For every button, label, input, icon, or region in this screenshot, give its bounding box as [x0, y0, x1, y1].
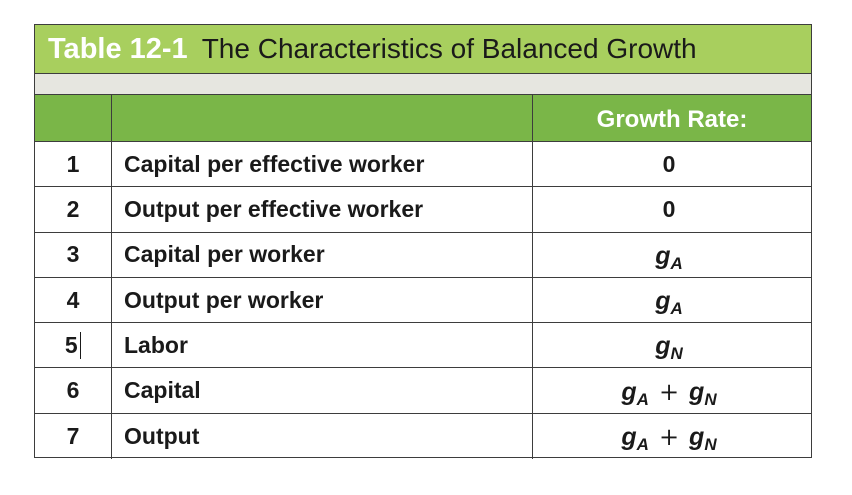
row-label: Output per effective worker	[112, 187, 533, 232]
row-number: 2	[35, 187, 112, 232]
header-number-cell	[35, 95, 112, 141]
row-growth-rate: 0	[662, 195, 676, 222]
table-row: 3 Capital per worker gA	[35, 232, 811, 278]
rate-expression: gN	[655, 326, 683, 364]
row-number: 5	[35, 323, 112, 368]
rate-subscript: A	[670, 253, 683, 273]
rate-subscript: N	[670, 344, 683, 364]
table-row: 6 Capital gA + gN	[35, 368, 811, 414]
rate-expression: gA	[655, 281, 683, 319]
balanced-growth-table: Table 12-1 The Characteristics of Balanc…	[34, 24, 812, 460]
rate-subscript: N	[704, 435, 717, 455]
rate-subscript: A	[670, 299, 683, 319]
header-label-cell	[112, 95, 533, 141]
plus-sign: +	[658, 377, 680, 406]
rate-symbol: g	[689, 423, 705, 452]
row-growth-rate: gA + gN	[533, 414, 811, 459]
row-label: Capital	[112, 368, 533, 413]
row-number: 1	[35, 142, 112, 187]
row-label: Output	[112, 413, 533, 460]
rate-subscript: A	[636, 435, 649, 455]
plus-sign: +	[658, 423, 680, 452]
rate-symbol: g	[621, 377, 637, 406]
rate-symbol: g	[655, 332, 671, 361]
row-number: 3	[35, 232, 112, 277]
rate-subscript: A	[636, 389, 649, 409]
row-growth-rate: 0	[662, 150, 676, 177]
row-number-text: 5	[64, 331, 78, 358]
row-growth-rate: gA	[533, 233, 811, 277]
rate-symbol: g	[655, 241, 671, 270]
rate-expression: gA + gN	[621, 417, 716, 455]
row-growth-rate: gA + gN	[533, 368, 811, 412]
table-row: 5 Labor gN	[35, 323, 811, 369]
rate-symbol: g	[621, 423, 637, 452]
rate-subscript: N	[704, 389, 717, 409]
row-number: 7	[35, 413, 112, 460]
table-title: The Characteristics of Balanced Growth	[201, 33, 697, 64]
row-label: Capital per effective worker	[112, 142, 533, 187]
table-row: 2 Output per effective worker 0	[35, 187, 811, 233]
table-number: Table 12-1	[48, 32, 188, 65]
text-cursor	[79, 331, 82, 359]
row-number: 4	[35, 277, 112, 323]
row-growth-rate: gN	[533, 323, 811, 367]
header-growth-rate: Growth Rate:	[596, 106, 748, 133]
row-number: 6	[35, 368, 112, 413]
rate-symbol: g	[689, 377, 705, 406]
row-label: Capital per worker	[112, 232, 533, 277]
table-header-row: Growth Rate:	[35, 95, 811, 142]
table-title-bar: Table 12-1 The Characteristics of Balanc…	[35, 25, 811, 74]
row-growth-rate: gA	[533, 278, 811, 322]
rate-symbol: g	[655, 287, 671, 316]
table-row: 1 Capital per effective worker 0	[35, 142, 811, 188]
row-label: Labor	[112, 323, 533, 368]
rate-expression: gA	[655, 236, 683, 274]
table-body: 1 Capital per effective worker 0 2 Outpu…	[35, 142, 811, 460]
rate-expression: gA + gN	[621, 372, 716, 410]
row-label: Output per worker	[112, 277, 533, 323]
table-row: 7 Output gA + gN	[35, 413, 811, 460]
table-sub-band	[35, 74, 811, 95]
table-row: 4 Output per worker gA	[35, 277, 811, 324]
